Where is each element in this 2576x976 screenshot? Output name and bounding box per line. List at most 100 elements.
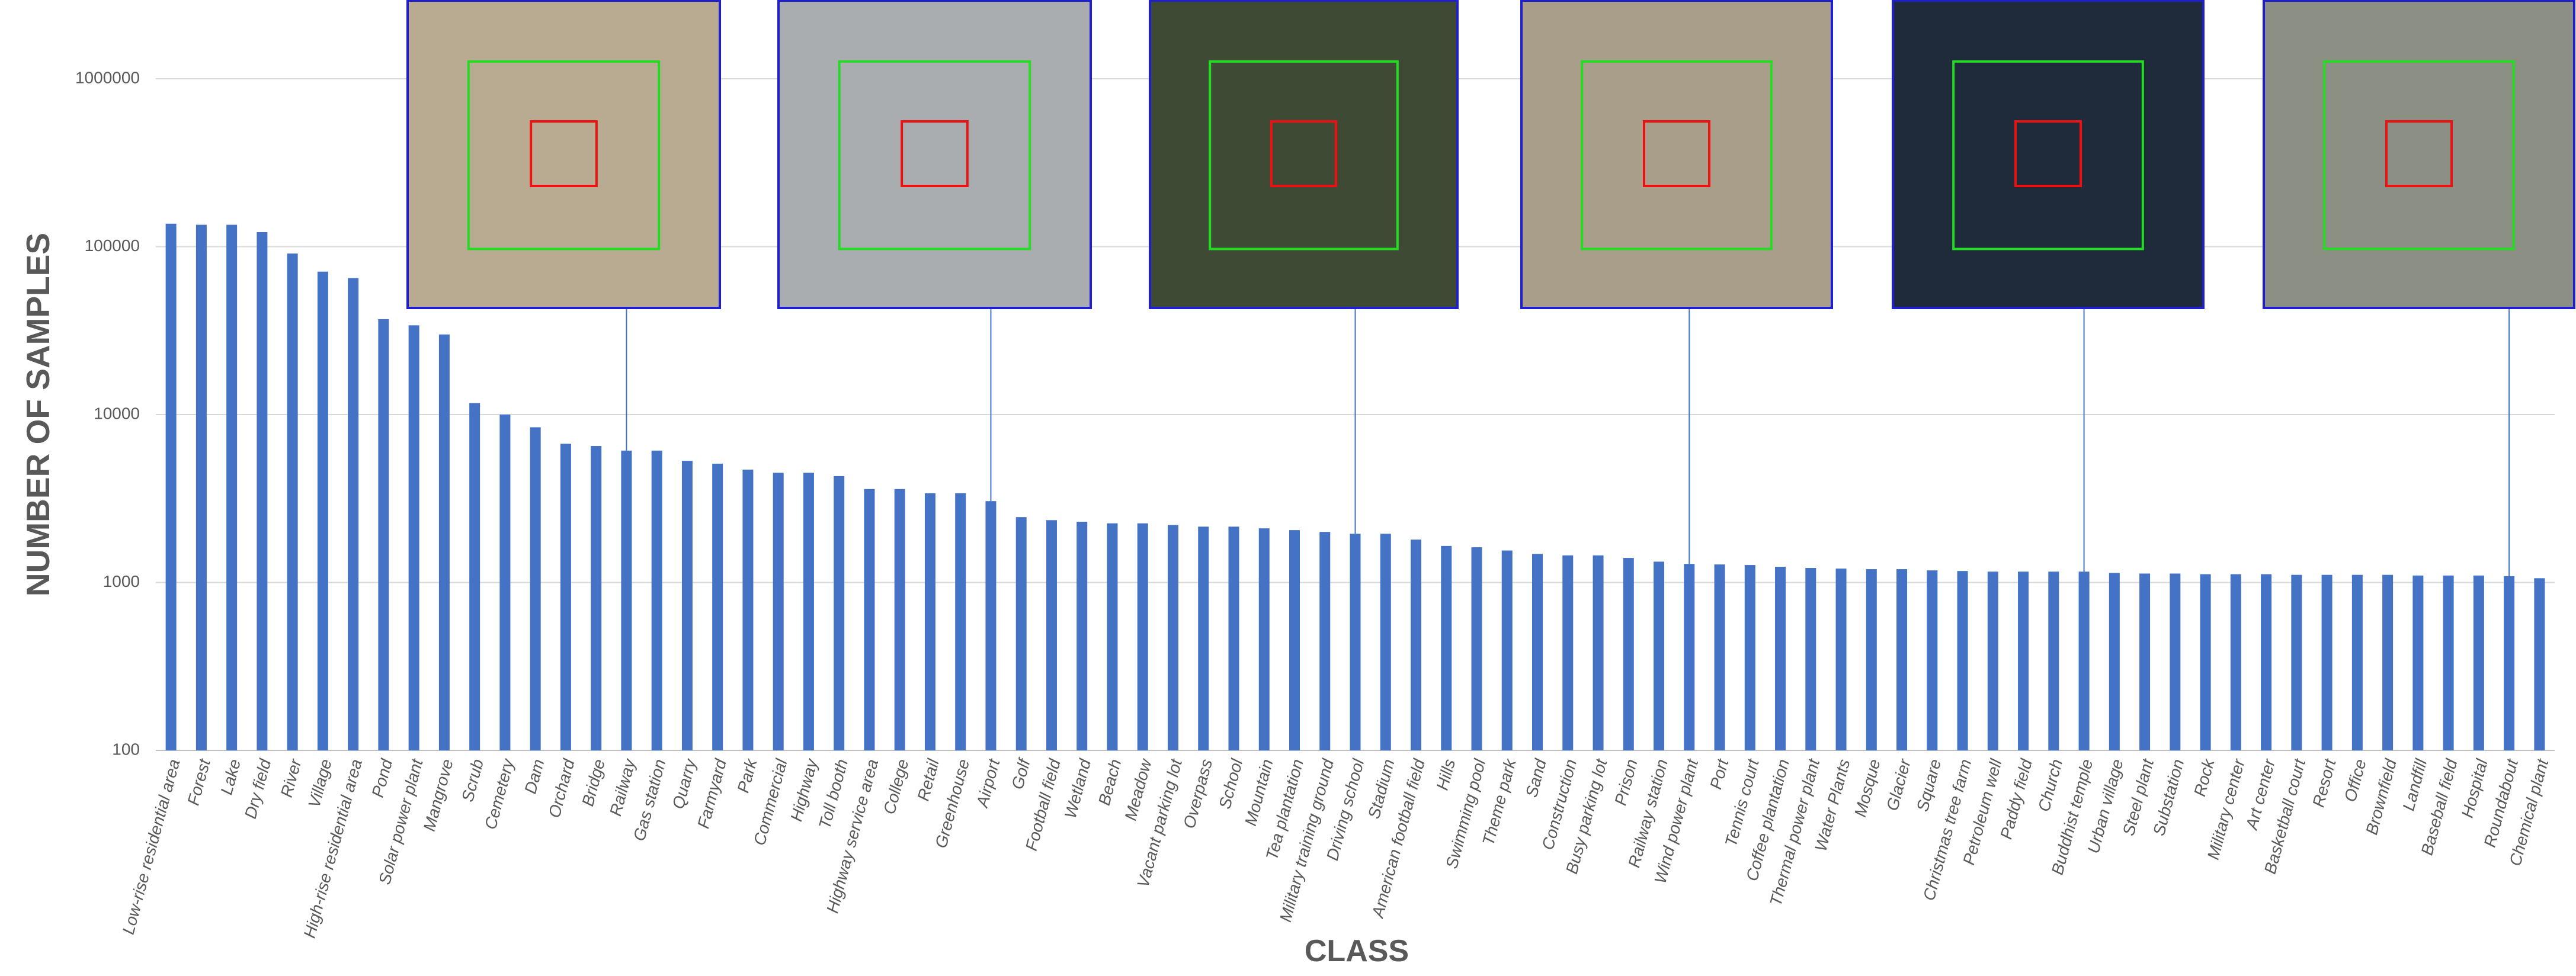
x-tick-label: Art center xyxy=(2242,756,2279,833)
bar xyxy=(2078,572,2090,750)
x-tick-label: Dry field xyxy=(241,756,275,821)
inset-image xyxy=(1892,0,2205,309)
bar xyxy=(2018,572,2029,750)
bar xyxy=(924,493,935,750)
inset-outer-box xyxy=(1581,60,1773,251)
bar xyxy=(1015,517,1027,750)
bar xyxy=(2351,574,2363,750)
bar xyxy=(1835,569,1847,750)
x-tick-label: Church xyxy=(2034,757,2066,813)
x-tick-label: Park xyxy=(734,756,761,795)
x-tick-label: Rock xyxy=(2190,756,2218,799)
x-tick-label: Mosque xyxy=(1851,757,1884,818)
bar xyxy=(499,415,511,750)
x-tick-label: Dam xyxy=(521,757,547,795)
inset-image xyxy=(777,0,1092,309)
x-tick-label: Retail xyxy=(914,757,943,803)
x-tick-label: Mountain xyxy=(1241,757,1277,827)
x-tick-label: Hills xyxy=(1433,757,1459,792)
x-tick-label: Scrub xyxy=(458,757,487,804)
bar xyxy=(1714,564,1725,750)
bar xyxy=(1228,526,1239,750)
bar xyxy=(1623,558,1634,750)
inset-outer-box xyxy=(1952,60,2144,251)
inset-inner-box xyxy=(530,120,598,187)
bar xyxy=(1319,532,1331,750)
bar xyxy=(681,461,693,750)
bar xyxy=(1441,545,1452,750)
bar xyxy=(2109,573,2120,750)
x-tick-label: Square xyxy=(1913,757,1944,813)
bar xyxy=(1350,534,1361,750)
x-tick-label: Bridge xyxy=(578,757,608,808)
inset-inner-box xyxy=(2385,120,2453,187)
bar xyxy=(2534,578,2545,750)
y-tick-label: 10000 xyxy=(94,404,140,422)
y-tick-label: 1000000 xyxy=(75,68,140,86)
bar xyxy=(1532,554,1543,750)
x-tick-label: Sand xyxy=(1522,756,1550,800)
x-tick-label: Hospital xyxy=(2458,757,2491,820)
bar xyxy=(1957,571,1968,750)
bar xyxy=(955,493,966,750)
bar xyxy=(1411,540,1422,750)
bar xyxy=(1654,561,1665,750)
bar xyxy=(2321,574,2333,750)
bar xyxy=(408,325,419,750)
bar xyxy=(864,489,875,750)
bar xyxy=(1775,567,1786,750)
bar xyxy=(1046,520,1057,750)
bar xyxy=(196,224,207,750)
x-tick-label: Airport xyxy=(973,756,1004,810)
x-tick-label: Village xyxy=(305,757,335,810)
bar xyxy=(469,403,480,750)
inset-image xyxy=(2263,0,2575,309)
x-tick-label: Prison xyxy=(1611,757,1641,807)
bar xyxy=(2412,575,2424,750)
bar xyxy=(348,278,359,750)
bar xyxy=(317,271,328,751)
x-tick-label: College xyxy=(880,757,912,816)
x-tick-label: Meadow xyxy=(1121,756,1155,823)
x-axis-title: CLASS xyxy=(1305,934,1409,968)
y-axis-title: NUMBER OF SAMPLES xyxy=(20,233,56,596)
bar xyxy=(1744,565,1755,750)
x-tick-label: Brownfield xyxy=(2362,756,2400,837)
x-tick-label: Beach xyxy=(1095,757,1124,807)
bar xyxy=(287,253,298,750)
bar xyxy=(651,450,662,750)
bar xyxy=(2200,574,2211,750)
bar xyxy=(560,444,571,750)
bar xyxy=(1501,550,1513,750)
x-tick-label: Landfill xyxy=(2399,757,2430,813)
bar xyxy=(2291,574,2302,750)
y-tick-label: 100000 xyxy=(85,236,140,255)
bar xyxy=(742,469,754,750)
bar xyxy=(1805,568,1816,750)
bar xyxy=(1167,525,1178,750)
x-tick-label: Golf xyxy=(1008,755,1034,791)
inset-inner-box xyxy=(1642,120,1711,187)
x-tick-label: School xyxy=(1215,757,1246,811)
bar xyxy=(1866,569,1877,750)
x-tick-label: Forest xyxy=(184,756,214,807)
x-tick-label: Overpass xyxy=(1180,757,1216,830)
bar xyxy=(2139,573,2151,750)
x-tick-label: Lake xyxy=(217,757,244,797)
bar xyxy=(1896,569,1908,750)
bar xyxy=(378,319,389,750)
bar xyxy=(530,427,541,750)
bar xyxy=(2048,572,2059,750)
bar xyxy=(226,224,238,750)
inset-inner-box xyxy=(1270,120,1337,187)
x-tick-label: Office xyxy=(2341,757,2370,804)
bar xyxy=(2230,574,2241,750)
bar xyxy=(2504,576,2515,750)
bar xyxy=(1107,523,1118,750)
x-tick-label: Mangrove xyxy=(420,757,457,833)
inset-outer-box xyxy=(838,60,1031,251)
bar xyxy=(1198,526,1209,750)
bar xyxy=(2443,575,2454,750)
bar xyxy=(621,450,632,750)
